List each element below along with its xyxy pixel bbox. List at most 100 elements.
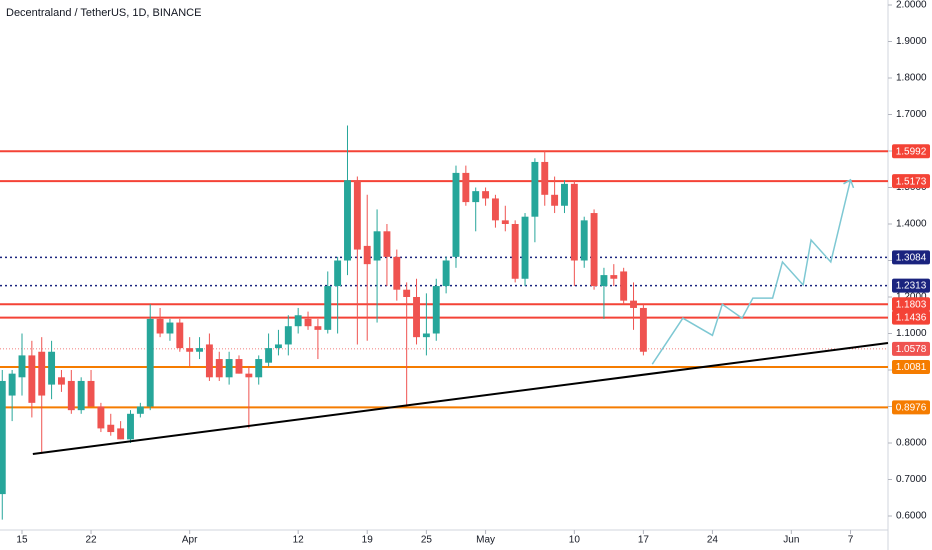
candle-body — [196, 348, 203, 352]
y-tick-label: 1.7000 — [896, 109, 927, 120]
x-tick-label: 22 — [85, 535, 97, 546]
candle-body — [482, 191, 490, 199]
y-tick-label: 1.2000 — [896, 292, 927, 303]
price-label: 1.1436 — [896, 313, 927, 324]
candle-body — [215, 359, 223, 378]
candle-body — [353, 180, 361, 250]
candle-body — [294, 315, 302, 327]
candle-body — [334, 260, 342, 287]
price-label-box — [892, 360, 930, 375]
candle-body — [176, 322, 184, 349]
x-tick-label: 10 — [569, 535, 581, 546]
price-label-box — [892, 144, 930, 159]
candle-body — [531, 161, 539, 217]
candle-body — [383, 231, 391, 257]
candle-body — [127, 413, 134, 440]
candle-body — [610, 275, 618, 279]
candle-body — [28, 355, 36, 403]
candle-body — [324, 286, 332, 330]
candle-body — [600, 275, 608, 287]
price-label: 1.0081 — [896, 362, 927, 373]
x-tick-label: 7 — [848, 535, 854, 546]
price-label: 1.5992 — [896, 146, 927, 157]
candle-body — [344, 180, 351, 261]
candle-body — [225, 359, 233, 378]
price-label-box — [892, 310, 930, 325]
x-tick-label: Apr — [182, 535, 198, 546]
candle-body — [501, 220, 509, 225]
chart-title: Decentraland / TetherUS, 1D, BINANCE — [6, 7, 201, 19]
candle-body — [97, 406, 105, 429]
candle-body — [462, 172, 470, 203]
x-tick-label: 25 — [421, 535, 433, 546]
candle-body — [166, 322, 174, 334]
candle-body — [521, 216, 529, 279]
y-tick-label: 1.1000 — [896, 328, 927, 339]
candle-body — [186, 348, 194, 352]
candle-body — [314, 326, 322, 330]
price-label: 1.0578 — [896, 344, 927, 355]
candle-body — [491, 198, 499, 221]
projection-arrow — [843, 178, 855, 189]
price-label-box — [892, 174, 930, 189]
price-label-box — [892, 278, 930, 293]
candle-body — [235, 359, 243, 374]
candle-body — [393, 256, 401, 290]
candle-body — [87, 380, 95, 407]
y-tick-label: 1.9000 — [896, 36, 927, 47]
candle-body — [57, 377, 65, 385]
candle-body — [8, 373, 16, 396]
candle-body — [403, 289, 411, 297]
y-tick-label: 2.0000 — [896, 0, 927, 11]
x-tick-label: 12 — [293, 535, 305, 546]
candle-body — [255, 359, 263, 378]
candle-body — [452, 172, 460, 257]
candle-body — [274, 344, 282, 349]
price-label-box — [892, 341, 930, 356]
candle-body — [245, 373, 253, 378]
price-label: 1.1803 — [896, 299, 927, 310]
candle-body — [48, 351, 56, 385]
projection-path — [651, 179, 852, 365]
y-tick-label: 0.8000 — [896, 438, 927, 449]
candle-body — [413, 296, 420, 338]
candle-body — [590, 213, 598, 287]
candle-body — [156, 318, 164, 334]
candle-body — [304, 318, 312, 327]
candle-body — [18, 355, 26, 378]
candle-body — [561, 183, 568, 206]
candle-body — [639, 307, 647, 352]
candle-body — [0, 380, 6, 495]
price-label: 1.5173 — [896, 176, 927, 187]
x-tick-label: 19 — [362, 535, 374, 546]
y-tick-label: 0.7000 — [896, 474, 927, 485]
candle-body — [205, 344, 213, 378]
x-tick-label: 24 — [707, 535, 719, 546]
candle-body — [472, 191, 480, 203]
candle-body — [146, 318, 154, 407]
price-label-box — [892, 250, 930, 265]
candle-body — [284, 326, 292, 345]
candle-body — [570, 183, 578, 261]
candle-body — [38, 351, 46, 396]
y-tick-label: 1.8000 — [896, 73, 927, 84]
candle-body — [442, 260, 450, 287]
candle-body — [630, 300, 637, 308]
x-tick-label: 17 — [638, 535, 650, 546]
trendline — [32, 341, 889, 455]
x-tick-label: Jun — [783, 535, 799, 546]
candle-body — [580, 220, 588, 261]
x-tick-label: May — [476, 535, 495, 546]
y-tick-label: 1.4000 — [896, 219, 927, 230]
price-label-box — [892, 400, 930, 415]
candle-body — [620, 271, 628, 301]
price-label: 0.8976 — [896, 403, 927, 414]
candle-body — [422, 333, 430, 338]
price-label: 1.3084 — [896, 253, 927, 264]
candle-body — [265, 348, 273, 363]
candle-body — [432, 286, 440, 334]
candle-body — [117, 428, 125, 440]
candle-body — [136, 406, 144, 414]
